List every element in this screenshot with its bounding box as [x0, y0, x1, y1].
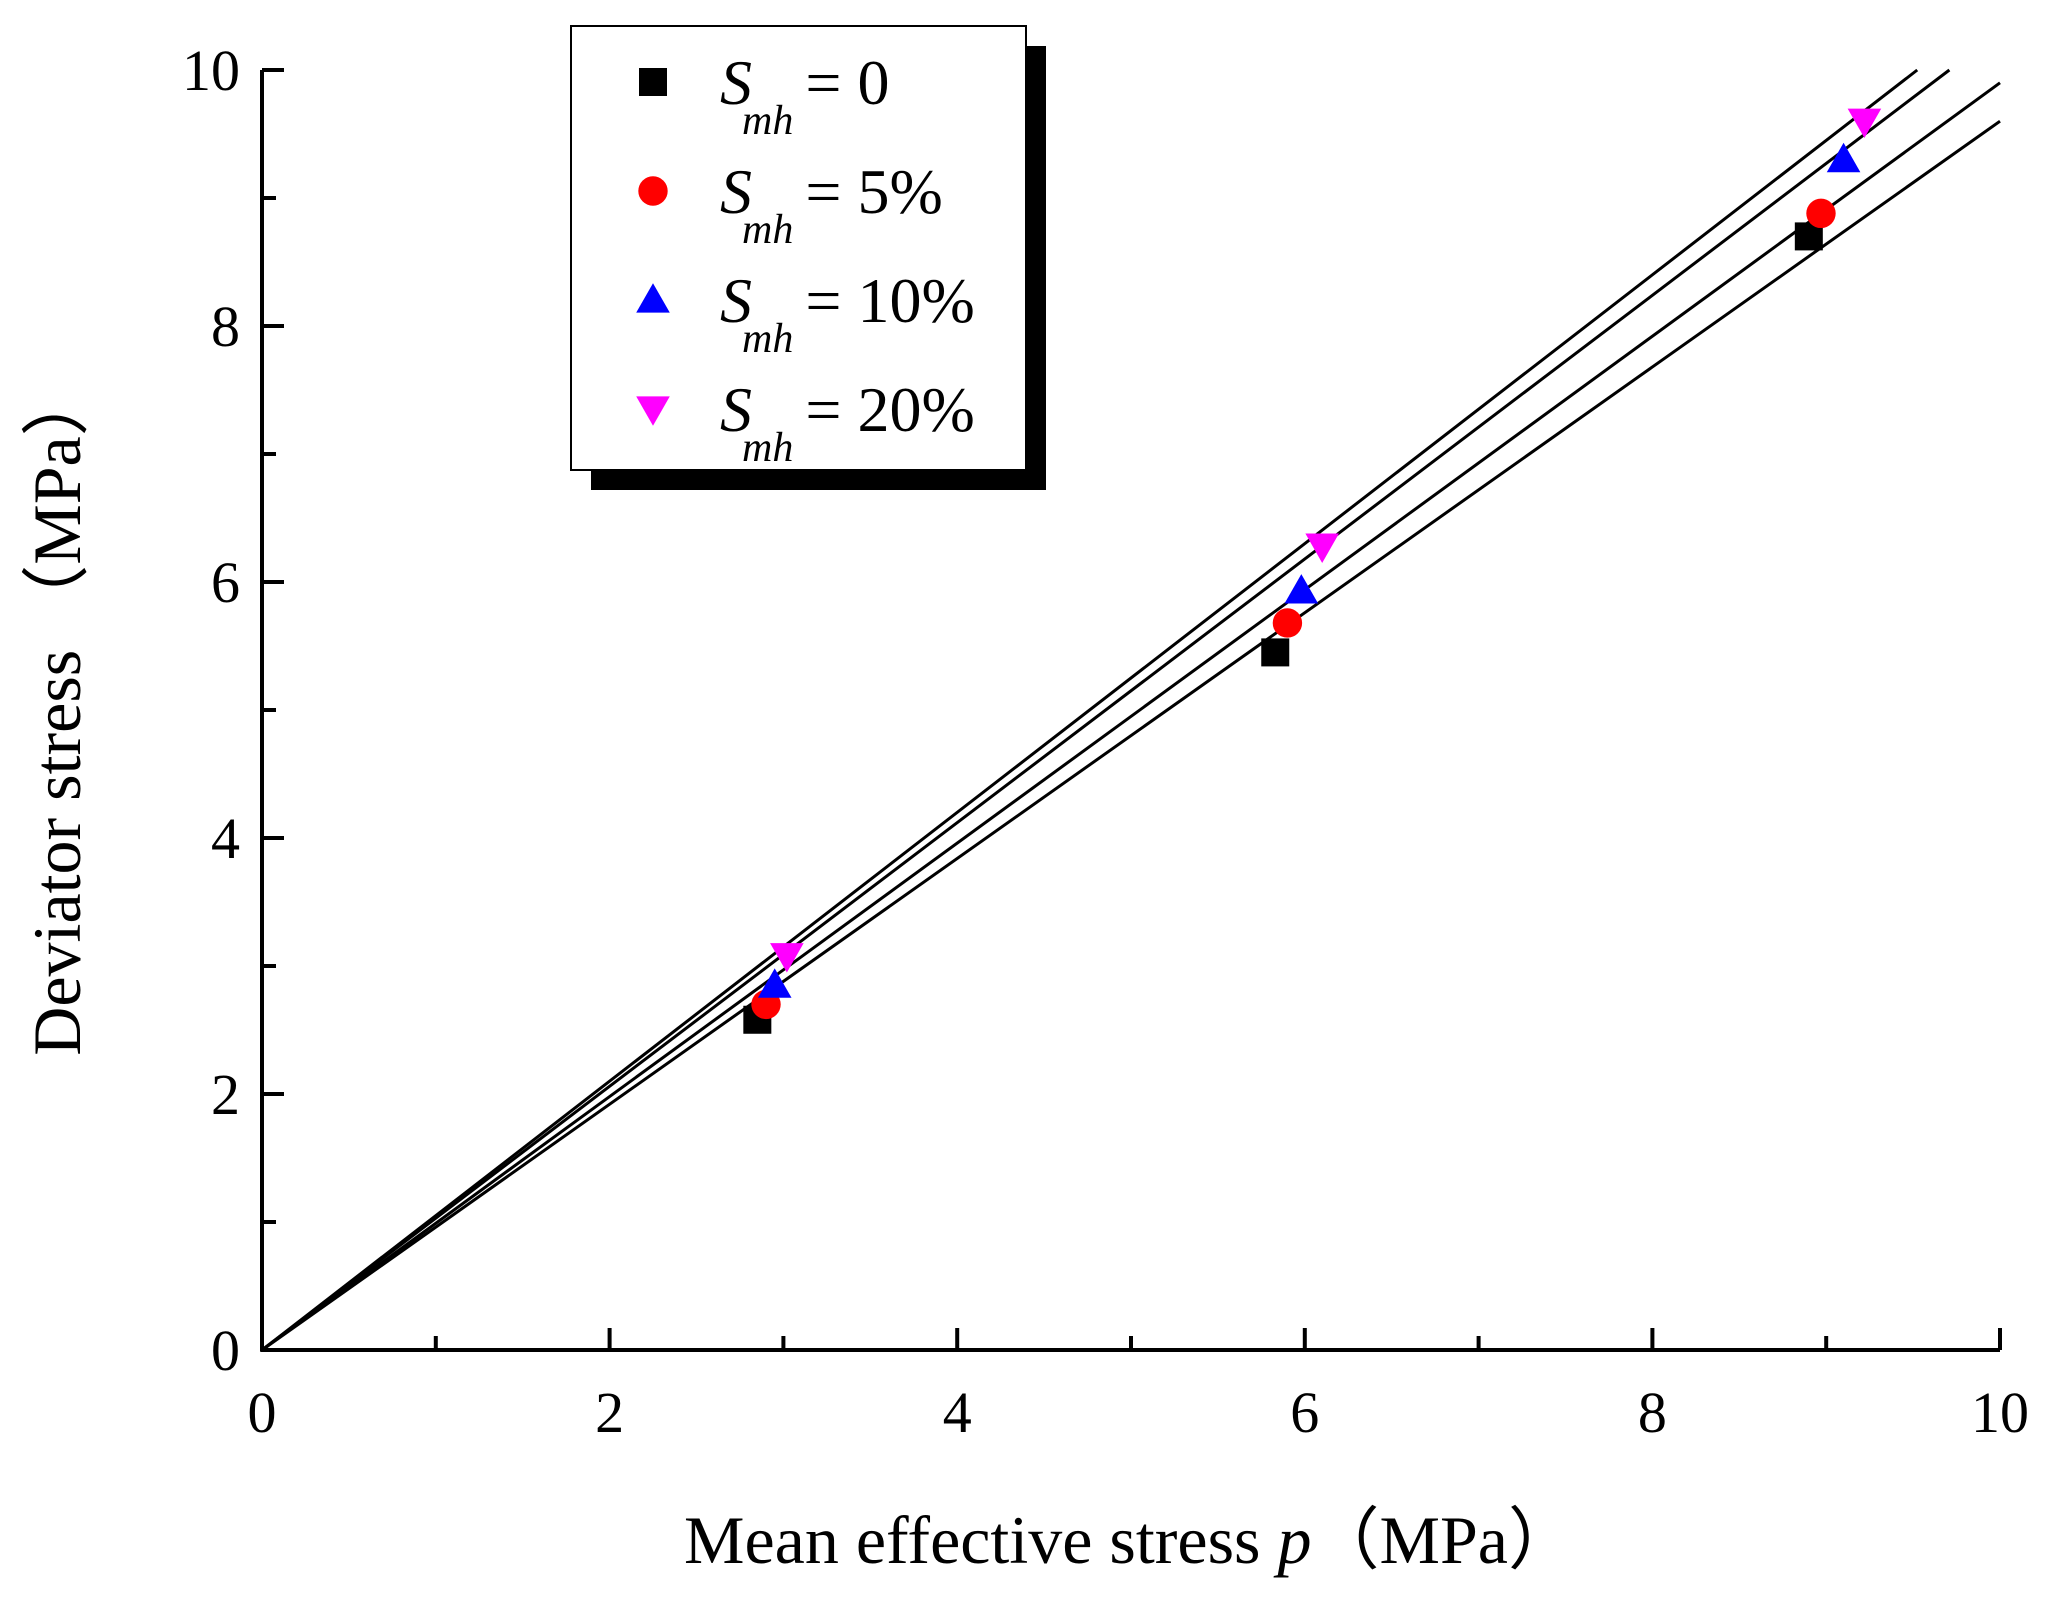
- data-point-s3-p2: [1847, 108, 1882, 138]
- x-axis-title-symbol: p: [1274, 1502, 1312, 1578]
- y-tick-label: 4: [211, 806, 240, 871]
- fit-line-0: [261, 119, 2001, 1352]
- x-tick-label: 10: [1971, 1380, 2029, 1445]
- data-point-s0-p1: [1261, 638, 1290, 667]
- legend-subscript: mh: [742, 316, 793, 362]
- x-tick-label: 4: [943, 1380, 972, 1445]
- fit-line-1: [261, 81, 2001, 1352]
- legend-marker-0: [639, 68, 667, 96]
- x-tick-label: 8: [1638, 1380, 1667, 1445]
- legend-box: [570, 25, 1027, 471]
- legend-value: = 0: [805, 47, 889, 118]
- legend-value: = 5%: [805, 156, 942, 227]
- data-points: [743, 108, 1882, 1034]
- x-tick-label: 0: [248, 1380, 277, 1445]
- legend-symbol: S: [720, 265, 752, 336]
- data-point-s3-p0: [770, 943, 804, 973]
- fit-lines: [261, 68, 2001, 1352]
- legend-marker-3: [636, 396, 670, 426]
- legend-value: = 20%: [805, 374, 974, 445]
- x-axis-title-text: Mean effective stress: [684, 1502, 1261, 1578]
- x-axis-title-unit: （MPa）: [1312, 1502, 1576, 1578]
- data-point-s1-p1: [1272, 608, 1303, 638]
- data-point-s3-p1: [1305, 533, 1339, 563]
- legend-symbol: S: [720, 374, 752, 445]
- axes: 0 2 4 6 8 10 0 2 4 6 8 10: [182, 38, 2029, 1445]
- x-axis-title: Mean effective stress p（MPa）: [684, 1502, 1576, 1578]
- legend-subscript: mh: [742, 207, 793, 253]
- y-tick-label: 6: [211, 550, 240, 615]
- y-tick-label: 10: [182, 38, 240, 103]
- x-tick-label: 2: [595, 1380, 624, 1445]
- fit-line-3: [261, 68, 1919, 1352]
- y-tick-label: 2: [211, 1062, 240, 1127]
- data-point-s2-p0: [757, 968, 792, 998]
- x-tick-label: 6: [1290, 1380, 1319, 1445]
- legend-symbol: S: [720, 156, 752, 227]
- y-tick-label: 0: [211, 1318, 240, 1383]
- data-point-s2-p1: [1284, 574, 1319, 604]
- legend-subscript: mh: [742, 98, 793, 144]
- fit-line-2: [261, 68, 1951, 1352]
- legend-marker-2: [636, 283, 670, 313]
- y-axis-title: Deviator stress （MPa）: [19, 368, 95, 1055]
- data-point-s1-p2: [1806, 198, 1836, 229]
- legend-value: = 10%: [805, 265, 974, 336]
- legend-marker-1: [638, 176, 668, 206]
- legend-subscript: mh: [742, 425, 793, 471]
- data-point-s2-p2: [1826, 142, 1861, 173]
- legend-symbol: S: [720, 47, 752, 118]
- y-tick-label: 8: [211, 294, 240, 359]
